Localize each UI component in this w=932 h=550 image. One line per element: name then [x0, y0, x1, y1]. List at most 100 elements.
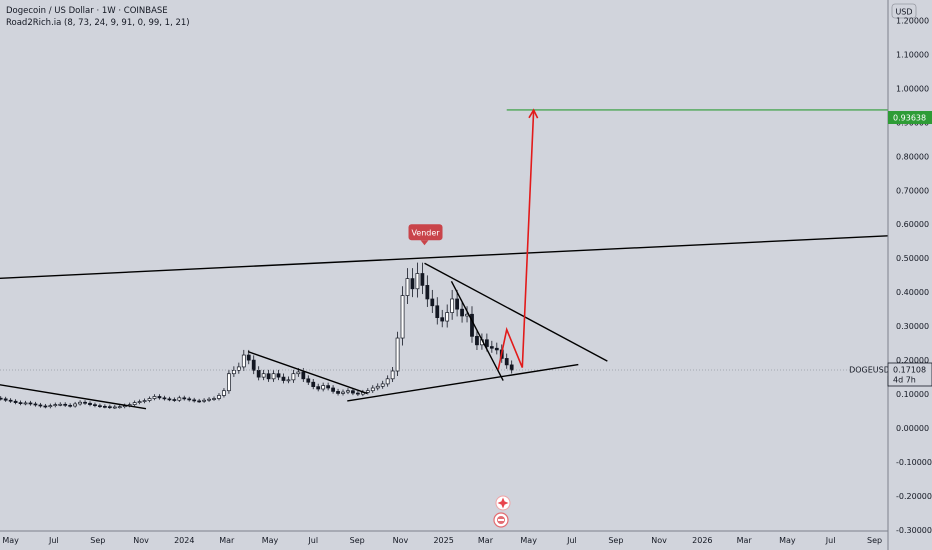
candle-body-up [271, 373, 276, 380]
candle-body-up [296, 371, 301, 375]
candle [192, 397, 197, 403]
candle-body-down [509, 364, 514, 371]
time-tick-label: Nov [393, 536, 409, 545]
candle [58, 402, 63, 407]
candle-body-up [78, 401, 82, 405]
candle-body-down [311, 381, 316, 387]
candle [68, 403, 73, 408]
candle-body-up [142, 400, 147, 402]
candle [142, 398, 147, 404]
candle [261, 369, 266, 381]
candle [370, 385, 375, 393]
current-price-tag [887, 362, 932, 387]
candle-body-down [63, 403, 68, 406]
candle-body-down [316, 386, 321, 390]
candle [3, 396, 8, 402]
candle [162, 395, 167, 401]
candle-body-up [231, 369, 236, 375]
candle [152, 394, 157, 401]
price-tick-label: -0.10000 [896, 458, 932, 467]
candle-body-down [187, 398, 192, 401]
time-tick-label: Jul [48, 536, 59, 545]
time-tick-label: Sep [608, 536, 623, 545]
candle [460, 300, 464, 323]
candle [475, 329, 479, 350]
candle [182, 395, 187, 401]
candle [450, 289, 455, 320]
candle-body-up [291, 373, 296, 381]
time-tick-label: Jul [825, 536, 836, 545]
time-axis[interactable]: May Jul Sep Nov 2024 Mar May Jul Sep Nov 2025 Mar Ma… [0, 530, 888, 545]
candle-body-down [494, 347, 499, 351]
price-tick-label: 0.80000 [896, 152, 929, 161]
candle-body-down [470, 313, 474, 337]
candle-body-up [346, 390, 350, 393]
candle-body-down [3, 398, 8, 401]
candle [88, 401, 92, 407]
candle-body-down [157, 396, 162, 399]
candle [0, 396, 3, 401]
candle-body-down [107, 406, 112, 409]
ai-spark-icon[interactable] [495, 495, 511, 511]
target-price-tag [888, 111, 932, 124]
candle-body-down [489, 346, 494, 349]
candle-body-up [212, 398, 216, 400]
candle [420, 262, 425, 295]
candle [172, 397, 177, 402]
candle-body-up [321, 385, 326, 390]
candle-body-up [405, 278, 410, 296]
currency-button[interactable]: USD [895, 8, 912, 17]
candle-body-down [460, 308, 464, 317]
currency-button-frame[interactable] [891, 3, 917, 19]
candle [157, 394, 162, 400]
candle [365, 388, 370, 395]
candle [98, 403, 102, 408]
price-tick-label: 0.40000 [896, 288, 929, 297]
candle-body-down [8, 399, 13, 402]
price-tick-label: 1.10000 [896, 50, 929, 59]
bottom-icons[interactable] [493, 495, 511, 528]
candle-body-up [23, 402, 28, 405]
tradingview-badge-icon[interactable] [493, 512, 509, 528]
candle-body-up [147, 398, 152, 401]
candle-body-up [152, 396, 157, 399]
candle [107, 404, 112, 409]
candle-body-down [162, 397, 167, 400]
time-tick-label: Mar [737, 536, 753, 545]
candle [494, 342, 499, 355]
candle [241, 349, 246, 372]
candle [23, 400, 28, 406]
candle-body-up [385, 378, 390, 385]
trendline [0, 384, 147, 410]
candle [425, 275, 430, 307]
candle [251, 355, 256, 375]
candle-body-down [38, 404, 43, 407]
price-tick-label: -0.30000 [896, 526, 932, 535]
bar-countdown-label: 4d 7h [893, 376, 916, 385]
indicator-legend[interactable]: Road2Rich.ia (8, 73, 24, 9, 91, 0, 99, 1… [6, 18, 190, 28]
time-tick-label: Jul [566, 536, 577, 545]
candle-body-down [276, 373, 281, 378]
candle-body-up [222, 390, 226, 396]
price-tick-label: 0.20000 [896, 356, 929, 365]
candle-body-up [395, 337, 400, 372]
candle-body-up [207, 398, 211, 401]
candle-body-up [450, 298, 455, 313]
time-tick-label: Nov [133, 536, 149, 545]
candle-body-down [256, 369, 261, 378]
candle [217, 393, 221, 401]
candle [63, 402, 68, 407]
candle-body-down [281, 376, 286, 381]
symbol-title[interactable]: Dogecoin / US Dollar · 1W · COINBASE [6, 6, 168, 16]
candle [112, 404, 117, 409]
price-axis[interactable]: USD -0.30000 -0.20000 -0.10000 0.00000 0.100… [887, 0, 932, 550]
candle [395, 331, 400, 377]
candle [306, 375, 311, 385]
candle-body-down [425, 285, 430, 300]
price-tick-label: 1.20000 [896, 16, 929, 25]
candle [8, 398, 13, 403]
candle-body-up [202, 399, 206, 402]
time-tick-label: 2026 [692, 536, 712, 545]
